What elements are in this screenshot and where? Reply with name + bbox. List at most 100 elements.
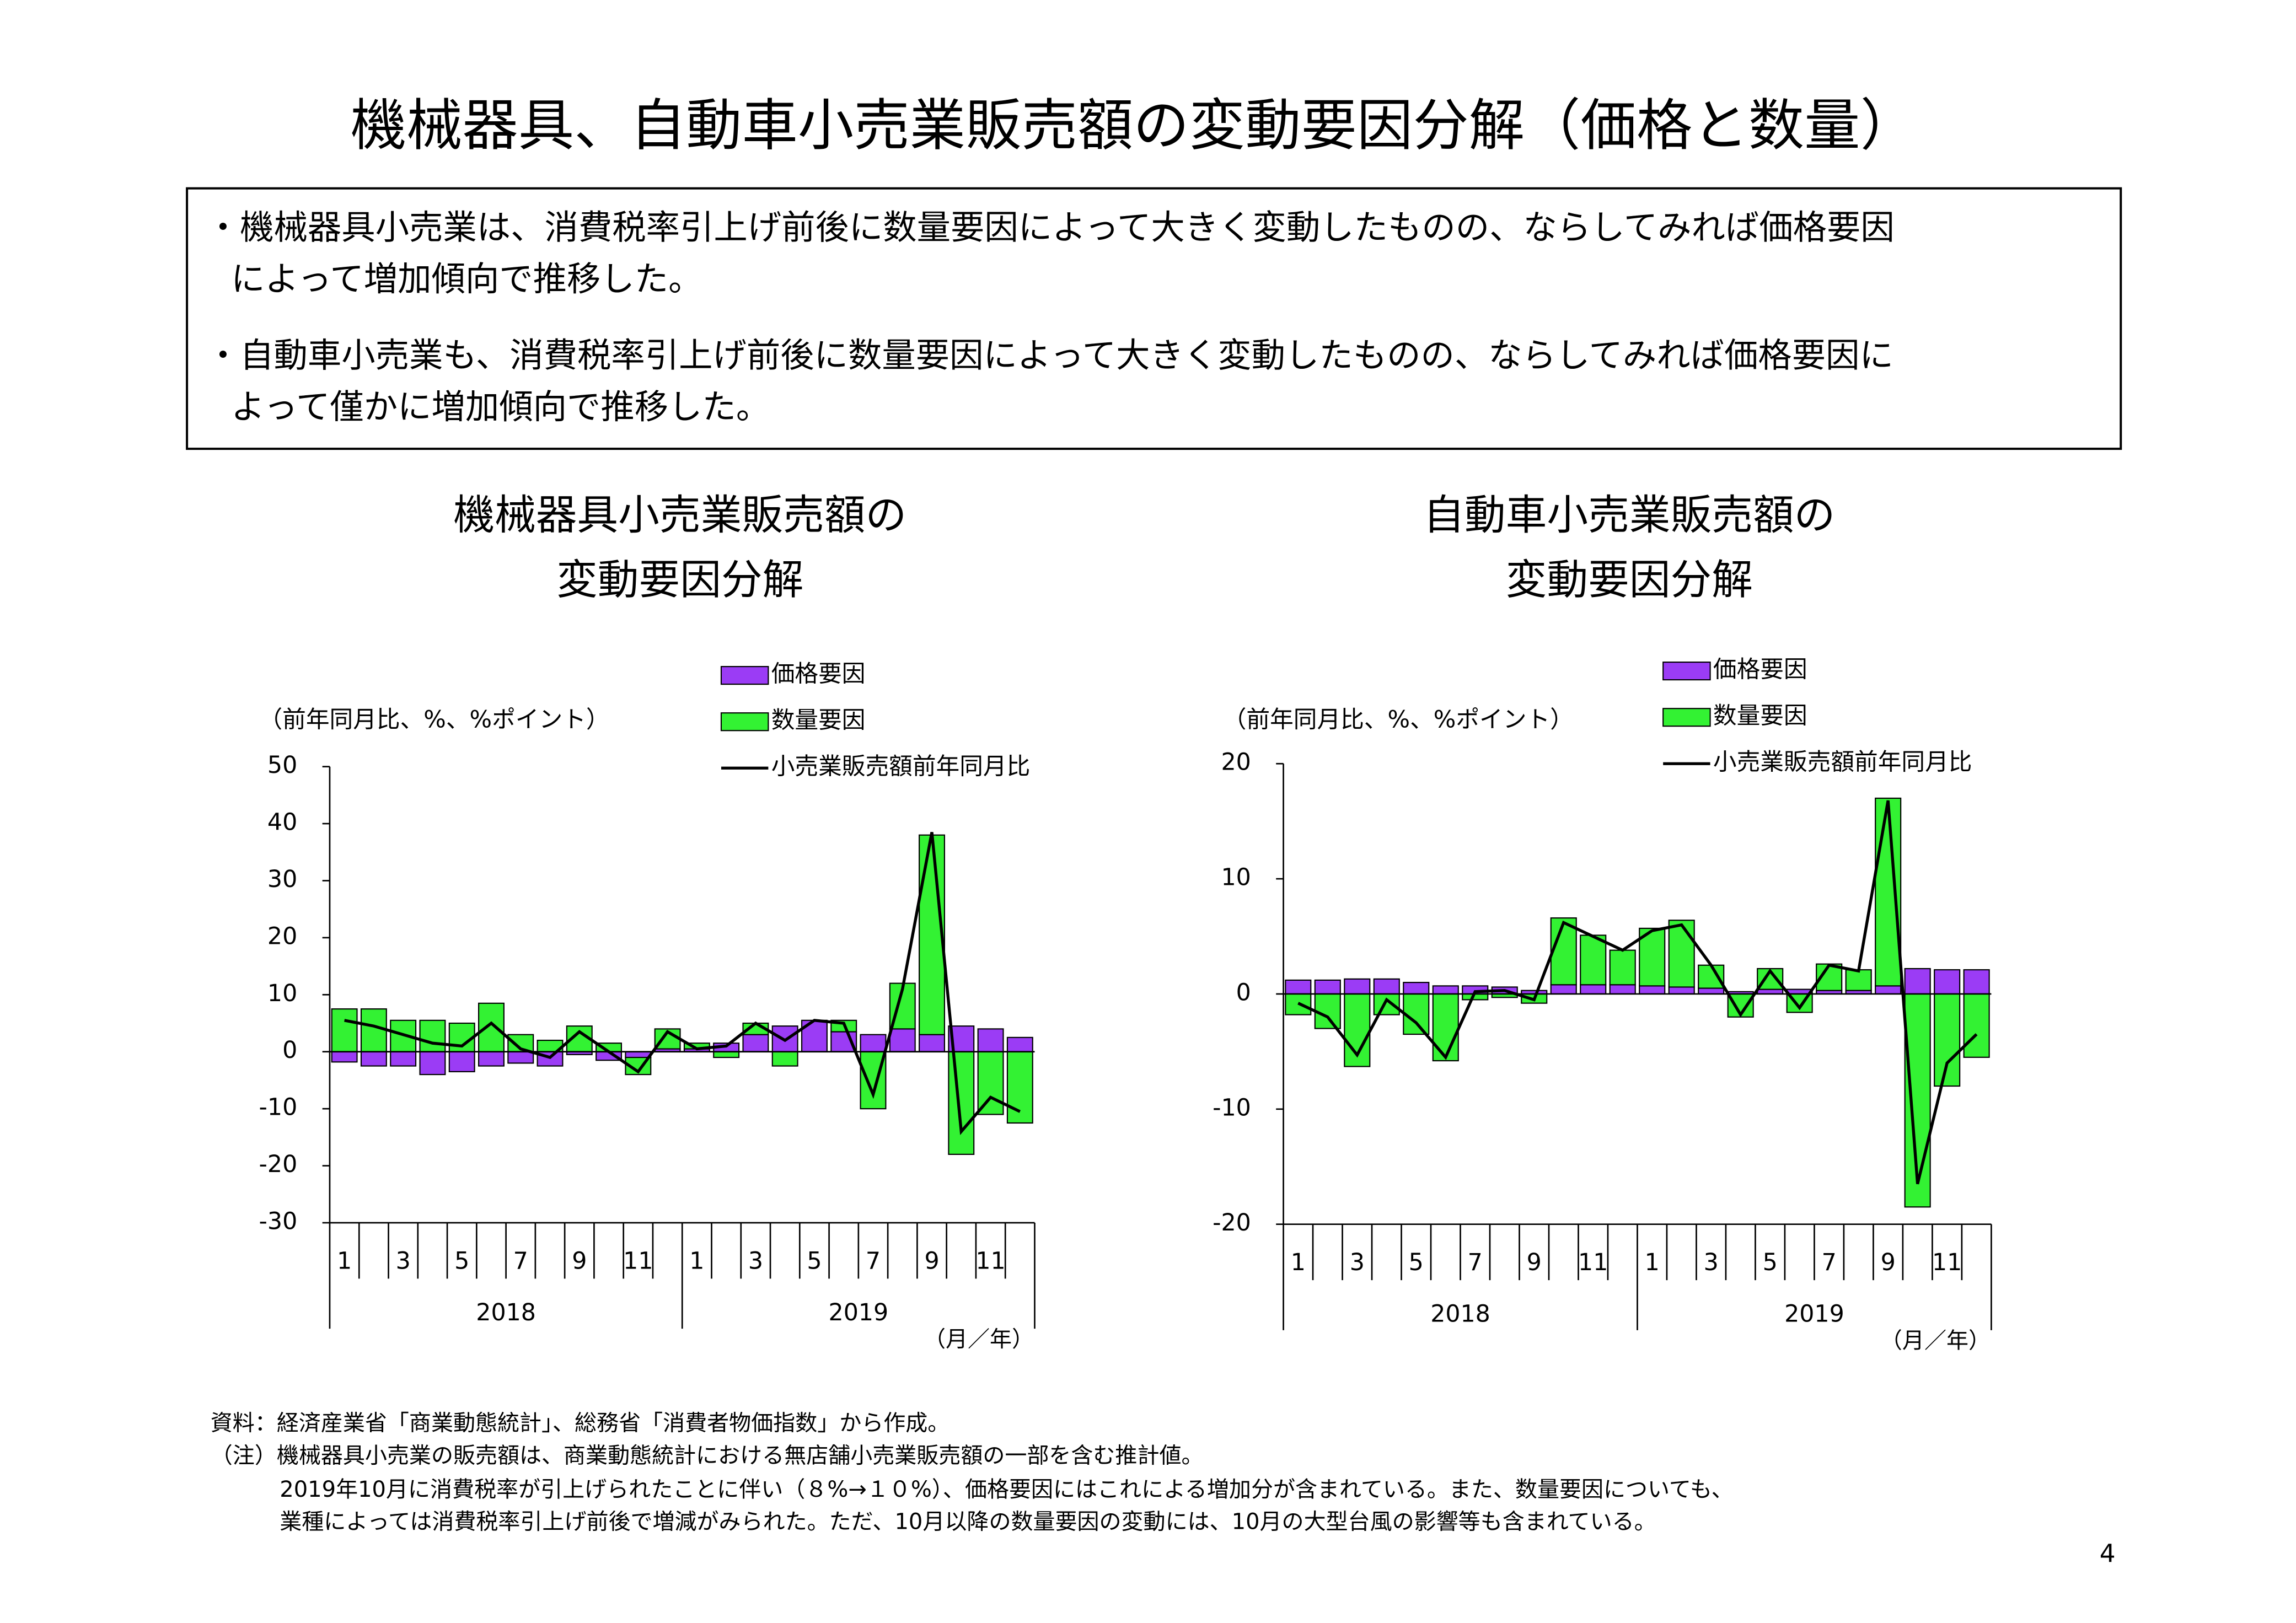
x-unit-label: （月／年） xyxy=(924,1327,1034,1352)
x-tick-label: 5 xyxy=(1409,1249,1424,1276)
x-tick-label: 5 xyxy=(807,1248,822,1275)
bar-segment xyxy=(919,1034,946,1052)
y-tick-label: -20 xyxy=(1213,1209,1251,1237)
bar-segment xyxy=(478,1051,505,1067)
y-tick-label: -30 xyxy=(259,1208,298,1235)
bar-segment xyxy=(1550,984,1577,995)
bar-segment xyxy=(1609,984,1636,995)
bar-segment xyxy=(1845,969,1872,991)
x-tick-label: 3 xyxy=(748,1248,763,1275)
bar-segment xyxy=(507,1051,534,1064)
line-series xyxy=(344,832,1021,1136)
bar-segment xyxy=(1904,968,1931,995)
bar-segment xyxy=(1698,964,1725,989)
x-tick-label: 1 xyxy=(689,1248,704,1275)
bar-segment xyxy=(713,1051,740,1058)
x-tick-label: 9 xyxy=(572,1248,587,1275)
chart-title: 変動要因分解 xyxy=(1506,556,1753,604)
y-tick-label: 40 xyxy=(267,809,297,836)
bar-segment xyxy=(1875,985,1902,995)
legend-label: 価格要因 xyxy=(771,660,866,688)
bar-segment xyxy=(1580,934,1607,986)
x-tick-label: 5 xyxy=(454,1248,469,1275)
bar-segment xyxy=(331,1051,358,1063)
x-tick-label: 5 xyxy=(1763,1249,1778,1276)
bar-segment xyxy=(1668,920,1695,988)
x-tick-label: 7 xyxy=(1822,1249,1837,1276)
x-tick-label: 3 xyxy=(1704,1249,1719,1276)
legend-label: 数量要因 xyxy=(1713,702,1807,730)
x-tick-label: 1 xyxy=(337,1248,352,1275)
bar-segment xyxy=(1963,993,1990,1058)
bar-segment xyxy=(360,1051,387,1067)
bar-segment xyxy=(1432,985,1459,995)
legend-label: 数量要因 xyxy=(771,707,866,734)
bar-segment xyxy=(331,1008,358,1052)
bar-segment xyxy=(448,1051,475,1072)
x-tick-label: 9 xyxy=(1527,1249,1542,1276)
legend-swatch xyxy=(720,666,769,685)
legend-label: 小売業販売額前年同月比 xyxy=(1713,749,1972,776)
legend-swatch xyxy=(1662,708,1711,727)
bar-segment xyxy=(1609,949,1636,986)
bullet-line: ・自動車小売業も、消費税率引上げ前後に数量要因によって大きく変動したものの、なら… xyxy=(206,336,1893,375)
y-tick-label: -10 xyxy=(1213,1094,1251,1121)
summary-box xyxy=(186,187,2122,450)
x-tick-label: 7 xyxy=(513,1248,528,1275)
note-line: （注）機械器具小売業の販売額は、商業動態統計における無店舗小売業販売額の一部を含… xyxy=(211,1443,1204,1468)
bar-segment xyxy=(1373,993,1400,1015)
chart-title: 自動車小売業販売額の xyxy=(1423,491,1835,539)
y-tick-label: 0 xyxy=(1236,979,1251,1006)
bar-segment xyxy=(1698,987,1725,995)
chart-title: 機械器具小売業販売額の xyxy=(453,491,906,539)
x-tick-label: 11 xyxy=(623,1248,653,1275)
bar-segment xyxy=(1344,978,1371,995)
x-tick-label: 11 xyxy=(1932,1249,1962,1276)
bar-segment xyxy=(860,1034,887,1052)
legend-swatch xyxy=(1662,662,1711,681)
y-tick-label: -20 xyxy=(259,1151,298,1178)
y-tick-label: 10 xyxy=(267,980,297,1007)
year-label: 2019 xyxy=(829,1299,889,1326)
bar-segment xyxy=(771,1051,798,1067)
x-tick-label: 9 xyxy=(924,1248,939,1275)
y-tick-label: 50 xyxy=(267,751,297,779)
legend-label: 価格要因 xyxy=(1713,656,1807,684)
x-tick-label: 3 xyxy=(1350,1249,1365,1276)
bar-segment xyxy=(1403,993,1430,1035)
note-line: 2019年10月に消費税率が引上げられたことに伴い（８%→１０%）、価格要因には… xyxy=(280,1477,1733,1502)
bar-segment xyxy=(1314,979,1341,995)
y-tick-label: 30 xyxy=(267,866,297,893)
bar-segment xyxy=(1639,985,1666,995)
page-title: 機械器具、自動車小売業販売額の変動要因分解（価格と数量） xyxy=(351,93,1916,158)
chart-title: 変動要因分解 xyxy=(556,556,803,604)
bar-segment xyxy=(1934,993,1961,1087)
x-tick-label: 11 xyxy=(975,1248,1005,1275)
bullet-line: によって増加傾向で推移した。 xyxy=(231,260,702,299)
x-tick-label: 1 xyxy=(1291,1249,1306,1276)
legend-swatch xyxy=(720,712,769,732)
y-tick-label: 20 xyxy=(267,922,297,950)
x-tick-label: 3 xyxy=(396,1248,411,1275)
bar-segment xyxy=(1580,984,1607,995)
y-tick-label: 0 xyxy=(282,1036,297,1064)
bar-segment xyxy=(948,1051,975,1155)
year-label: 2018 xyxy=(1430,1300,1490,1328)
x-tick-label: 1 xyxy=(1645,1249,1660,1276)
year-label: 2019 xyxy=(1784,1300,1844,1328)
bar-segment xyxy=(1875,797,1902,987)
page-number: 4 xyxy=(2100,1539,2116,1568)
bar-segment xyxy=(419,1019,446,1052)
bar-segment xyxy=(419,1051,446,1076)
note-line: 業種によっては消費税率引上げ前後で増減がみられた。ただ、10月以降の数量要因の変… xyxy=(280,1509,1656,1535)
bar-segment xyxy=(1006,1051,1033,1124)
bar-segment xyxy=(478,1002,505,1052)
x-tick-label: 7 xyxy=(866,1248,881,1275)
bar-segment xyxy=(1006,1036,1033,1052)
bar-segment xyxy=(1432,993,1459,1062)
y-tick-label: 10 xyxy=(1221,864,1251,891)
bar-segment xyxy=(625,1051,652,1058)
bar-segment xyxy=(742,1034,769,1052)
